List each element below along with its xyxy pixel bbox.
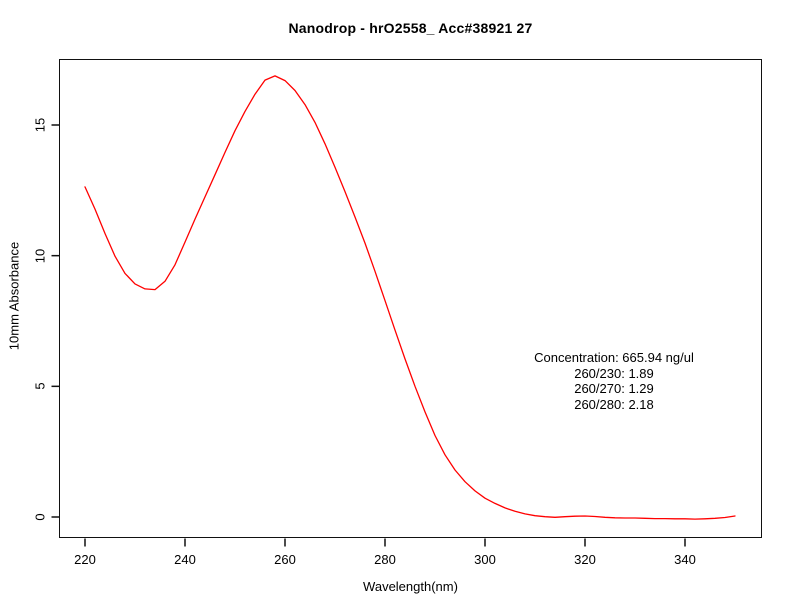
y-tick-label: 0 — [32, 513, 48, 521]
annotation-ratio-260-270: 260/270: 1.29 — [574, 381, 654, 396]
axis-ticks — [51, 124, 686, 547]
x-tick-label: 300 — [474, 552, 496, 567]
spectrum-curve — [84, 75, 736, 520]
plot-area — [59, 59, 762, 538]
annotation-ratio-260-230: 260/230: 1.89 — [574, 365, 654, 381]
y-axis-label: 10mm Absorbance — [6, 241, 22, 351]
annotation-block: Concentration: 665.94 ng/ul 260/230: 1.8… — [534, 350, 694, 412]
x-tick-label: 340 — [674, 552, 696, 567]
x-tick-label: 220 — [74, 552, 96, 567]
y-tick-label: 10 — [32, 248, 48, 263]
x-tick-label: 320 — [574, 552, 596, 567]
y-tick-label: 5 — [32, 382, 48, 390]
y-tick-label: 15 — [32, 117, 48, 133]
annotation-ratio-260-280: 260/280: 2.18 — [574, 396, 654, 412]
x-tick-label: 240 — [174, 552, 196, 567]
annotation-concentration: Concentration: 665.94 ng/ul — [534, 350, 694, 365]
x-axis-label: Wavelength(nm) — [363, 579, 458, 594]
x-tick-label: 260 — [274, 552, 296, 567]
chart-title: Nanodrop - hrO2558_ Acc#38921 27 — [288, 20, 533, 36]
x-tick-label: 280 — [374, 552, 396, 567]
